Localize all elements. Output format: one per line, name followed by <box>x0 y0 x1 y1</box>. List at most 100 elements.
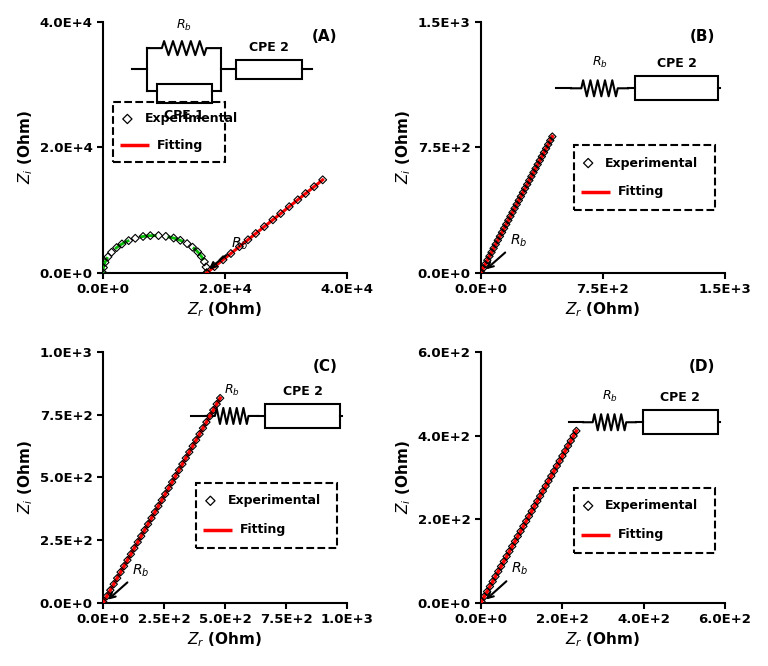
Point <box>105 247 118 258</box>
Point <box>300 188 312 199</box>
Y-axis label: $\mathit{Z_i}$ (Ohm): $\mathit{Z_i}$ (Ohm) <box>17 111 35 184</box>
Point <box>538 147 550 158</box>
Point <box>489 239 502 250</box>
Text: (B): (B) <box>690 29 715 44</box>
Point <box>242 234 254 245</box>
Point <box>475 596 488 607</box>
Point <box>102 252 114 262</box>
Point <box>145 513 157 523</box>
Point <box>173 465 185 476</box>
Point <box>506 541 518 551</box>
Point <box>160 231 172 242</box>
Text: (A): (A) <box>312 29 337 44</box>
X-axis label: $\mathit{Z_r}$ (Ohm): $\mathit{Z_r}$ (Ohm) <box>187 300 263 319</box>
Text: $R_b$: $R_b$ <box>591 55 607 70</box>
Point <box>176 459 188 470</box>
Point <box>536 151 548 162</box>
Point <box>485 247 498 258</box>
Point <box>478 591 491 602</box>
Point <box>542 476 554 486</box>
Point <box>118 561 131 571</box>
Point <box>250 228 262 239</box>
Point <box>124 549 137 559</box>
Point <box>138 525 151 535</box>
Point <box>505 211 517 222</box>
Point <box>204 411 216 422</box>
Point <box>509 536 521 547</box>
Y-axis label: $\mathit{Z_i}$ (Ohm): $\mathit{Z_i}$ (Ohm) <box>17 441 35 514</box>
Point <box>123 235 135 246</box>
Point <box>489 571 502 582</box>
Point <box>149 507 161 517</box>
Point <box>159 489 171 500</box>
Text: (C): (C) <box>313 360 337 374</box>
Text: CPE 1: CPE 1 <box>164 109 204 122</box>
Point <box>214 393 227 404</box>
Point <box>208 261 220 272</box>
Point <box>498 223 510 234</box>
Point <box>207 405 220 416</box>
Point <box>308 181 320 192</box>
Point <box>475 268 487 278</box>
Point <box>495 561 507 572</box>
Point <box>475 267 487 278</box>
Point <box>180 453 192 464</box>
Point <box>183 447 195 458</box>
Point <box>531 159 544 170</box>
Point <box>129 233 141 244</box>
Point <box>156 495 168 505</box>
Point <box>187 242 199 252</box>
Point <box>283 201 296 212</box>
Text: Fitting: Fitting <box>240 523 286 536</box>
Point <box>233 241 246 252</box>
Point <box>506 207 518 218</box>
Text: Fitting: Fitting <box>617 528 664 541</box>
Text: CPE 2: CPE 2 <box>249 41 289 55</box>
Point <box>523 511 535 521</box>
Point <box>111 242 123 253</box>
Point <box>97 268 109 278</box>
Point <box>525 171 538 182</box>
Point <box>484 581 496 592</box>
Point <box>528 167 540 178</box>
Point <box>545 471 558 482</box>
Point <box>194 429 206 440</box>
Point <box>500 219 512 230</box>
X-axis label: $\mathit{Z_r}$ (Ohm): $\mathit{Z_r}$ (Ohm) <box>565 300 641 319</box>
Text: Experimental: Experimental <box>227 494 320 507</box>
Point <box>534 491 546 501</box>
Point <box>99 257 111 268</box>
Point <box>174 235 187 246</box>
Point <box>568 431 580 442</box>
Point <box>548 466 560 476</box>
Point <box>135 531 147 541</box>
Point <box>488 243 500 254</box>
Point <box>503 546 515 557</box>
Point <box>101 591 113 601</box>
Point <box>546 131 558 142</box>
Point <box>544 135 556 146</box>
Point <box>496 227 508 238</box>
Point <box>152 501 164 511</box>
Point <box>274 208 286 219</box>
Point <box>258 221 270 232</box>
Point <box>494 231 506 242</box>
Point <box>200 262 212 272</box>
Text: Fitting: Fitting <box>157 139 203 152</box>
Text: $R_b$: $R_b$ <box>223 383 240 398</box>
Text: $R_b$: $R_b$ <box>488 232 528 268</box>
Point <box>525 506 538 517</box>
Point <box>515 191 527 202</box>
Point <box>137 231 149 242</box>
Point <box>97 268 109 278</box>
Point <box>482 255 494 266</box>
Point <box>515 526 527 537</box>
Point <box>266 214 279 225</box>
Point <box>191 246 204 257</box>
Point <box>523 175 535 186</box>
Point <box>559 446 571 456</box>
Point <box>181 238 194 249</box>
X-axis label: $\mathit{Z_r}$ (Ohm): $\mathit{Z_r}$ (Ohm) <box>187 631 263 649</box>
Point <box>556 451 568 462</box>
Point <box>170 471 182 482</box>
